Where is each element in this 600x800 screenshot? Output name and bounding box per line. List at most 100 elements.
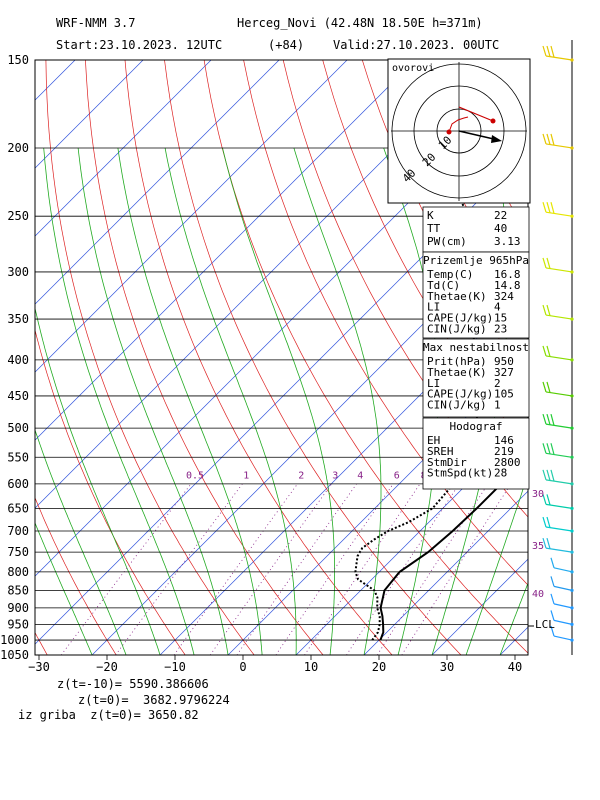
- wind-barb-flag: [546, 257, 551, 269]
- moist-adiabat: [164, 147, 297, 655]
- wind-barb: [553, 567, 573, 573]
- mixing-ratio-label: 0.5: [186, 471, 204, 482]
- pressure-label: 450: [7, 389, 29, 403]
- mixing-ratio-labels: 0.5123468: [186, 471, 427, 482]
- wind-barb-flag: [546, 304, 551, 316]
- mixing-ratio-line: [346, 483, 460, 655]
- pressure-label: 250: [7, 209, 29, 223]
- isotherm-line: [35, 60, 348, 373]
- wind-barb-flag: [550, 133, 555, 146]
- isotherm-line: [35, 60, 144, 169]
- temperature-label: −20: [96, 660, 118, 674]
- mixing-ratio-line: [401, 483, 512, 655]
- hodograph-trace: [458, 106, 494, 122]
- panel-row-value: 1: [494, 399, 501, 412]
- valid-time: Valid:27.10.2023. 00UTC: [333, 38, 499, 52]
- station-title: Herceg_Novi (42.48N 18.50E h=371m): [237, 16, 483, 30]
- mixing-ratio-line: [376, 483, 489, 655]
- mixing-ratio-label: 3: [332, 471, 338, 482]
- wind-barb-flag: [542, 537, 547, 549]
- wind-barb-flag: [546, 45, 551, 57]
- moist-adiabat: [117, 147, 263, 655]
- dry-adiabat: [35, 328, 186, 655]
- panel-row-label: Td(C): [427, 279, 460, 292]
- mixing-ratio-line: [115, 483, 243, 655]
- wind-barb-flag: [546, 345, 551, 357]
- start-time: Start:23.10.2023. 12UTC: [56, 38, 222, 52]
- panel-box: [422, 251, 530, 339]
- wind-barb-flag: [550, 45, 555, 58]
- side-marker: 35: [532, 541, 544, 552]
- temperature-axis-labels: −30 −20 −10 0 10 20 30 40: [28, 655, 522, 674]
- wind-barb: [545, 452, 573, 458]
- panel-row-value: 146: [494, 434, 514, 447]
- wind-barb-flag: [550, 202, 555, 214]
- wind-barb: [545, 143, 573, 149]
- panel-box: [422, 338, 530, 418]
- side-marker: 40: [532, 589, 544, 600]
- panel-row-label: Thetae(K): [427, 366, 487, 379]
- moist-adiabat: [35, 306, 161, 655]
- wind-barb-flag: [550, 413, 555, 426]
- dry-adiabat: [560, 60, 600, 655]
- temperature-label: −10: [164, 660, 186, 674]
- panel-row-label: CIN(J/kg): [427, 399, 487, 412]
- wind-barb: [553, 603, 573, 609]
- mixing-ratio-label: 4: [357, 471, 363, 482]
- pressure-label: 800: [7, 565, 29, 579]
- panel-box: [422, 206, 530, 253]
- panel-row-value: 15: [494, 312, 507, 325]
- side-marker: 30: [532, 489, 544, 500]
- pressure-label: 650: [7, 501, 29, 515]
- isotherm-line: [91, 218, 528, 655]
- mixing-ratio-line: [236, 483, 357, 655]
- height-t0: z(t=0)= 3682.9796224: [78, 693, 230, 707]
- isotherm-line: [35, 60, 212, 237]
- wind-barb-flag: [542, 45, 547, 57]
- panel-row-label: Prit(hPa): [427, 355, 487, 368]
- panel-title: Prizemlje 965hPa: [423, 254, 529, 267]
- panel-title: Max nestabilnost: [423, 341, 529, 354]
- wind-barb-flag: [550, 593, 555, 605]
- mixing-ratio-line: [60, 483, 192, 655]
- panel-title: Hodograf: [450, 420, 503, 433]
- isotherm-line: [295, 422, 528, 655]
- barb-dot: [570, 622, 574, 626]
- temperature-label: 20: [372, 660, 386, 674]
- temperature-label: 10: [304, 660, 318, 674]
- panel-row-value: 105: [494, 388, 514, 401]
- panel-row-value: 950: [494, 355, 514, 368]
- wind-barb: [545, 526, 573, 532]
- moist-adiabat: [293, 147, 382, 655]
- panel-row-value: 28: [494, 467, 507, 480]
- panel-row-label: CAPE(J/kg): [427, 388, 493, 401]
- isotherm-line: [35, 60, 280, 305]
- wind-barb-flag: [542, 413, 547, 425]
- pressure-label: 750: [7, 545, 29, 559]
- wind-barb-flag: [546, 494, 551, 506]
- barb-dot: [570, 638, 574, 642]
- panel-row-label: EH: [427, 434, 440, 447]
- wind-barb-flag: [550, 469, 555, 482]
- dry-adiabat: [85, 60, 324, 655]
- isotherm-line: [35, 60, 416, 441]
- mixing-ratio-label: 6: [394, 471, 400, 482]
- moist-adiabat: [35, 521, 93, 655]
- pressure-label: 300: [7, 265, 29, 279]
- pressure-axis-labels: 150 200 250 300 350 400 450 500 550 600 650 700 750 8…: [0, 53, 29, 662]
- wind-barb-flag: [542, 257, 547, 269]
- wind-barb-flag: [546, 469, 551, 481]
- temperature-label: 30: [440, 660, 454, 674]
- wind-barbs-column: 30 35 40 LCL: [528, 40, 574, 655]
- moist-adiabat: [43, 147, 195, 655]
- wind-barb-flag: [550, 625, 555, 637]
- wind-barb: [545, 423, 573, 429]
- pressure-label: 1000: [0, 633, 29, 647]
- wind-barb-flag: [546, 443, 551, 455]
- isotherm-line: [363, 490, 528, 655]
- wind-barb: [553, 635, 573, 641]
- wind-barb-flag: [542, 469, 547, 481]
